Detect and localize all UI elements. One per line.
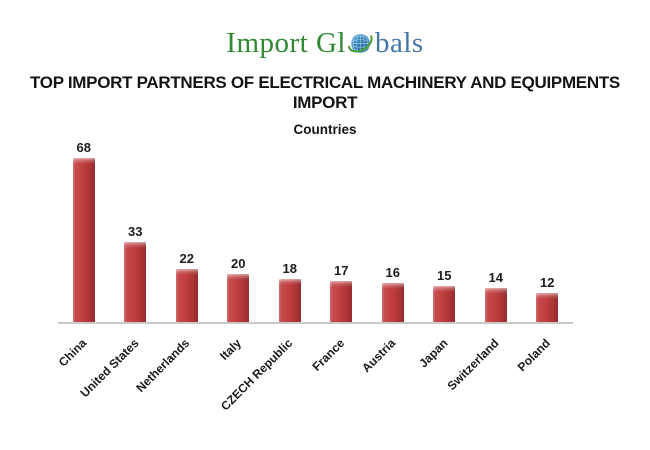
bar-value-label: 20 — [231, 256, 246, 271]
bar — [227, 274, 250, 322]
x-axis-label: Netherlands — [133, 336, 193, 395]
bar — [484, 288, 507, 322]
x-axis-label: Switzerland — [444, 336, 502, 394]
bar — [433, 286, 456, 322]
logo: Import Gl bals — [0, 0, 650, 60]
bar-group: 18 — [264, 261, 316, 322]
bar-group: 68 — [58, 140, 110, 322]
bar — [72, 158, 95, 322]
bar-value-label: 22 — [179, 251, 194, 266]
bar-group: 15 — [419, 268, 471, 322]
plot-area: 68 33 22 20 18 17 16 15 14 12 — [58, 136, 573, 324]
x-axis-label: Poland — [514, 336, 554, 375]
bar — [536, 293, 559, 322]
bar — [175, 269, 198, 322]
bar-value-label: 15 — [437, 268, 452, 283]
x-axis-label: China — [56, 336, 90, 370]
bar-value-label: 16 — [385, 265, 400, 280]
bar — [381, 283, 404, 322]
bar-value-label: 18 — [282, 261, 297, 276]
logo-text-bals: bals — [374, 27, 424, 59]
bar-value-label: 68 — [76, 140, 91, 155]
bar-value-label: 14 — [488, 270, 503, 285]
x-axis-label: Japan — [415, 336, 451, 371]
bar-chart: 68 33 22 20 18 17 16 15 14 12 China United States N… — [56, 136, 573, 436]
x-axis-label: Austria — [359, 336, 399, 376]
globe-icon — [348, 33, 373, 54]
bar-group: 17 — [316, 263, 368, 322]
bar-value-label: 33 — [128, 224, 143, 239]
chart-subtitle: Countries — [293, 122, 357, 137]
x-axis-label: Italy — [217, 336, 245, 363]
bar-group: 16 — [367, 265, 419, 322]
bar-group: 33 — [110, 224, 162, 322]
bar-group: 22 — [161, 251, 213, 322]
bar — [278, 279, 301, 322]
chart-title: TOP IMPORT PARTNERS OF ELECTRICAL MACHIN… — [30, 73, 620, 112]
x-axis-label: France — [309, 336, 348, 374]
bar — [330, 281, 353, 322]
bar-group: 12 — [522, 275, 574, 322]
bar — [124, 242, 147, 322]
bar-group: 14 — [470, 270, 522, 322]
bar-value-label: 12 — [540, 275, 555, 290]
logo-text-import-gl: Import Gl — [226, 27, 346, 59]
bar-value-label: 17 — [334, 263, 349, 278]
bar-group: 20 — [213, 256, 265, 322]
x-axis-labels: China United States Netherlands Italy CZECH … — [56, 324, 573, 436]
